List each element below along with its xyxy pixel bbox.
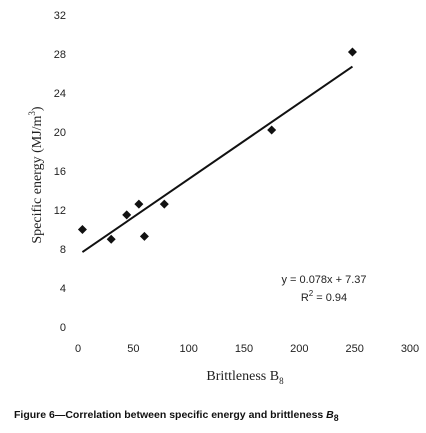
data-point	[134, 199, 144, 209]
data-point	[139, 231, 149, 241]
data-point	[122, 210, 132, 220]
x-axis-title: Brittleness B8	[206, 369, 284, 386]
y-tick-label: 28	[54, 49, 66, 61]
data-points	[77, 47, 357, 244]
y-tick-label: 32	[54, 10, 66, 22]
y-tick-label: 0	[60, 322, 66, 334]
data-point	[347, 47, 357, 57]
x-tick-label: 50	[127, 343, 139, 355]
data-point	[106, 234, 116, 244]
x-tick-label: 250	[345, 343, 363, 355]
figure-caption: Figure 6—Correlation between specific en…	[14, 409, 339, 424]
y-tick-labels: 0 4 8 12 16 20 24 28 32	[54, 10, 66, 334]
r-squared-label: R2 = 0.94	[301, 289, 347, 304]
data-point	[77, 225, 87, 234]
data-point	[159, 199, 169, 209]
y-tick-label: 20	[54, 127, 66, 139]
trend-equation: y = 0.078x + 7.37	[281, 274, 366, 286]
y-axis-title: Specific energy (MJ/m3)	[27, 106, 45, 244]
y-tick-label: 4	[60, 283, 66, 295]
y-tick-label: 16	[54, 166, 66, 178]
x-tick-labels: 0 50 100 150 200 250 300	[75, 343, 419, 355]
y-tick-label: 8	[60, 244, 66, 256]
y-tick-label: 12	[54, 205, 66, 217]
x-tick-label: 300	[401, 343, 419, 355]
data-point	[267, 125, 277, 135]
trendline	[81, 65, 354, 253]
x-tick-label: 0	[75, 343, 81, 355]
y-tick-label: 24	[54, 88, 66, 100]
scatter-chart: 0 4 8 12 16 20 24 28 32 0 50 100 150 200 250 300 Speci…	[27, 10, 419, 386]
x-tick-label: 100	[179, 343, 197, 355]
x-tick-label: 150	[235, 343, 253, 355]
x-tick-label: 200	[290, 343, 308, 355]
